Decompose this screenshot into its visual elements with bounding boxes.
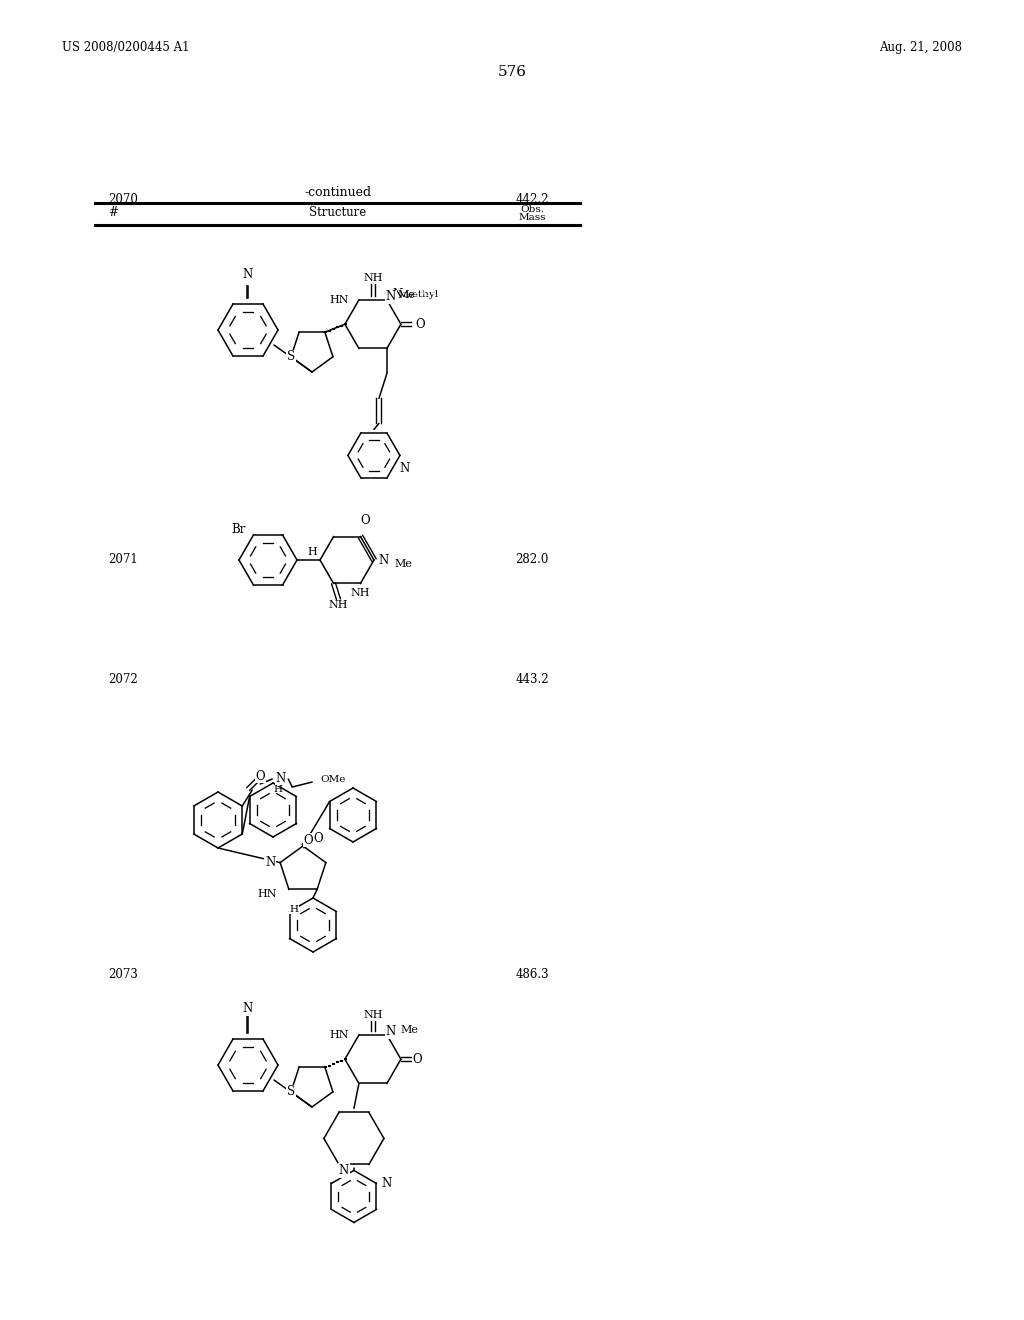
Text: Me: Me (394, 558, 412, 569)
Text: N: N (339, 1164, 349, 1177)
Text: H: H (290, 906, 298, 913)
Text: O: O (360, 513, 371, 527)
Text: S: S (287, 1085, 295, 1098)
Text: N: N (379, 553, 389, 566)
Text: Me: Me (401, 1024, 419, 1035)
Text: methyl: methyl (400, 288, 436, 297)
Text: NH: NH (364, 1010, 383, 1020)
Text: #: # (108, 206, 118, 219)
Text: N: N (265, 857, 275, 869)
Text: N: N (399, 462, 410, 475)
Text: H: H (273, 784, 283, 793)
Text: Me: Me (398, 290, 416, 300)
Text: O: O (255, 770, 265, 783)
Text: N: N (386, 290, 396, 304)
Text: Br: Br (231, 524, 246, 536)
Text: Mass: Mass (518, 214, 546, 223)
Text: HN: HN (330, 1030, 349, 1040)
Text: 2073: 2073 (108, 968, 138, 981)
Text: Aug. 21, 2008: Aug. 21, 2008 (879, 41, 962, 54)
Text: methyl: methyl (402, 290, 439, 300)
Text: N: N (243, 1002, 253, 1015)
Text: O: O (415, 318, 425, 331)
Text: HN: HN (257, 890, 276, 899)
Text: 443.2: 443.2 (515, 673, 549, 686)
Text: 486.3: 486.3 (515, 968, 549, 981)
Text: Structure: Structure (309, 206, 367, 219)
Text: O: O (313, 832, 323, 845)
Text: Obs.: Obs. (520, 205, 544, 214)
Text: 2070: 2070 (108, 193, 138, 206)
Text: 2071: 2071 (108, 553, 138, 566)
Text: N: N (243, 268, 253, 281)
Text: US 2008/0200445 A1: US 2008/0200445 A1 (62, 41, 189, 54)
Text: NH: NH (351, 589, 371, 598)
Text: H: H (307, 546, 316, 557)
Text: N: N (386, 1026, 396, 1039)
Text: 282.0: 282.0 (515, 553, 549, 566)
Text: NH: NH (329, 601, 348, 610)
Text: N: N (392, 289, 402, 301)
Text: -continued: -continued (304, 186, 372, 198)
Text: S: S (287, 350, 295, 363)
Text: HN: HN (330, 294, 349, 305)
Text: N: N (275, 772, 286, 785)
Text: 2072: 2072 (108, 673, 138, 686)
Text: N: N (381, 1177, 391, 1189)
Text: O: O (412, 1053, 422, 1065)
Text: O: O (303, 833, 312, 846)
Text: NH: NH (364, 273, 383, 284)
Text: OMe: OMe (321, 775, 346, 784)
Text: 576: 576 (498, 65, 526, 79)
Text: 442.2: 442.2 (515, 193, 549, 206)
